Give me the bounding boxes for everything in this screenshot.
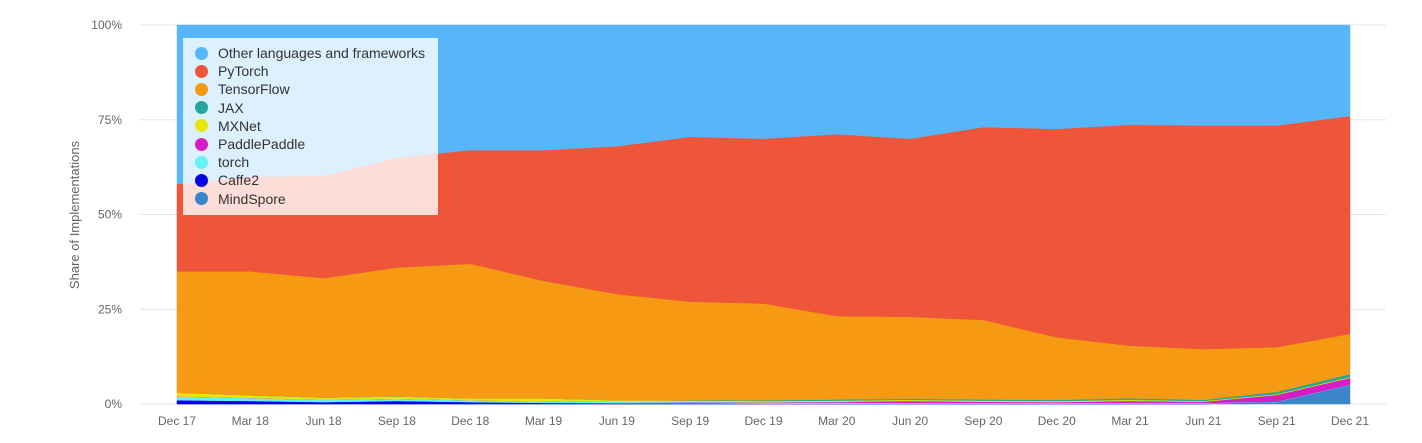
x-tick-label: Mar 21 (1111, 414, 1149, 428)
x-tick-label: Jun 20 (892, 414, 928, 428)
x-tick-label: Dec 17 (158, 414, 196, 428)
chart-legend: Other languages and frameworks PyTorch Ten… (183, 38, 438, 215)
x-tick-label: Dec 20 (1038, 414, 1076, 428)
legend-swatch (195, 119, 208, 133)
legend-label: PyTorch (218, 63, 269, 80)
legend-item[interactable]: JAX (195, 99, 438, 117)
legend-label: MindSpore (218, 190, 286, 207)
x-tick-label: Dec 21 (1331, 414, 1369, 428)
y-tick-label: 100% (91, 18, 122, 32)
x-tick-label: Sep 18 (378, 414, 416, 428)
x-tick-label: Mar 18 (232, 414, 270, 428)
legend-item[interactable]: PaddlePaddle (195, 135, 438, 153)
legend-label: Other languages and frameworks (218, 45, 425, 62)
legend-swatch (195, 46, 208, 60)
legend-swatch (195, 137, 208, 151)
x-tick-label: Mar 19 (525, 414, 563, 428)
area-series (176, 24, 1351, 405)
y-axis-label: Share of Implementations (67, 140, 82, 289)
legend-item[interactable]: MindSpore (195, 190, 438, 208)
legend-swatch (195, 64, 208, 78)
legend-label: PaddlePaddle (218, 136, 306, 153)
legend-label: MXNet (218, 117, 261, 134)
y-tick-label: 50% (98, 208, 122, 222)
legend-item[interactable]: MXNet (195, 117, 438, 135)
x-tick-label: Dec 19 (744, 414, 782, 428)
y-tick-label: 0% (105, 397, 123, 411)
legend-label: Caffe2 (218, 172, 259, 189)
x-tick-label: Jun 18 (306, 414, 342, 428)
x-tick-label: Mar 20 (818, 414, 856, 428)
x-tick-label: Dec 18 (451, 414, 489, 428)
legend-swatch (195, 155, 208, 169)
x-tick-label: Sep 21 (1258, 414, 1296, 428)
legend-label: TensorFlow (218, 81, 290, 98)
x-tick-label: Sep 19 (671, 414, 709, 428)
legend-item[interactable]: PyTorch (195, 62, 438, 80)
legend-swatch (195, 192, 208, 206)
legend-item[interactable]: Caffe2 (195, 171, 438, 189)
x-tick-label: Jun 19 (599, 414, 635, 428)
legend-swatch (195, 173, 208, 187)
legend-label: JAX (218, 99, 244, 116)
legend-item[interactable]: torch (195, 153, 438, 171)
y-tick-labels: 0% 25% 50% 75% 100% (91, 18, 122, 411)
y-tick-label: 25% (98, 302, 122, 316)
legend-swatch (195, 101, 208, 115)
legend-item[interactable]: Other languages and frameworks (195, 44, 438, 62)
x-tick-label: Sep 20 (964, 414, 1002, 428)
legend-label: torch (218, 154, 250, 171)
legend-item[interactable]: TensorFlow (195, 80, 438, 98)
x-tick-labels: Dec 17 Mar 18 Jun 18 Sep 18 Dec 18 Mar 19 Jun … (158, 414, 1369, 428)
area-other-languages-and-frameworks (176, 24, 1351, 185)
y-tick-label: 75% (98, 113, 122, 127)
legend-swatch (195, 82, 208, 96)
x-tick-label: Jun 21 (1185, 414, 1221, 428)
